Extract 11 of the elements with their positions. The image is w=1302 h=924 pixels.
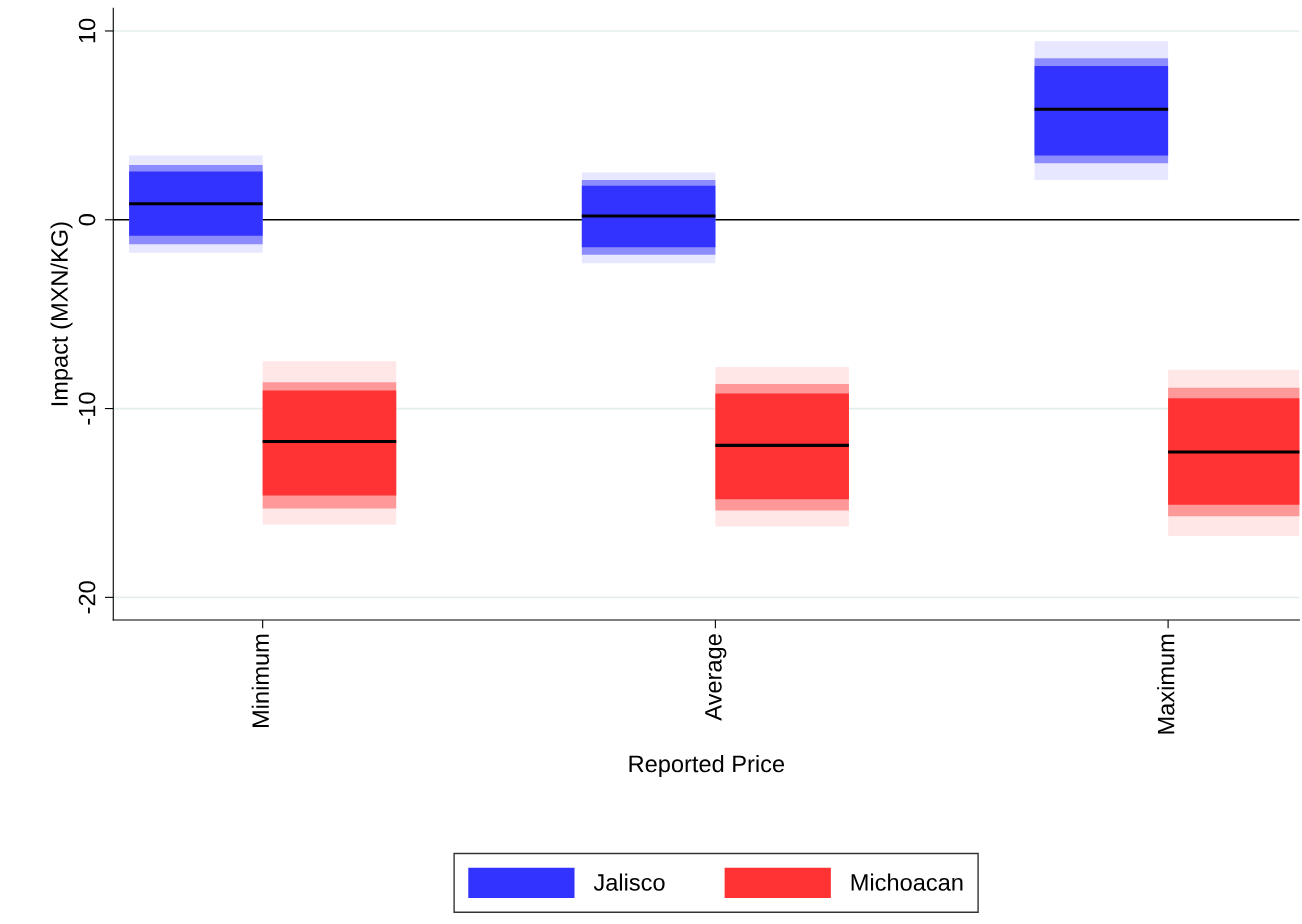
x-tick-label: Minimum	[251, 634, 270, 728]
y-axis-title: Impact (MXN/KG)	[50, 222, 73, 406]
x-tick-label: Maximum	[1157, 634, 1175, 734]
legend-label: Jalisco	[593, 873, 665, 891]
y-tick-label: 0	[78, 214, 96, 226]
y-tick-label: -10	[78, 392, 96, 425]
x-axis-title: Reported Price	[629, 754, 785, 777]
x-tick-label: Average	[705, 634, 727, 721]
legend-label: Michoacan	[851, 873, 963, 891]
y-tick-label: 10	[78, 18, 96, 43]
y-tick-label: -20	[78, 581, 96, 614]
